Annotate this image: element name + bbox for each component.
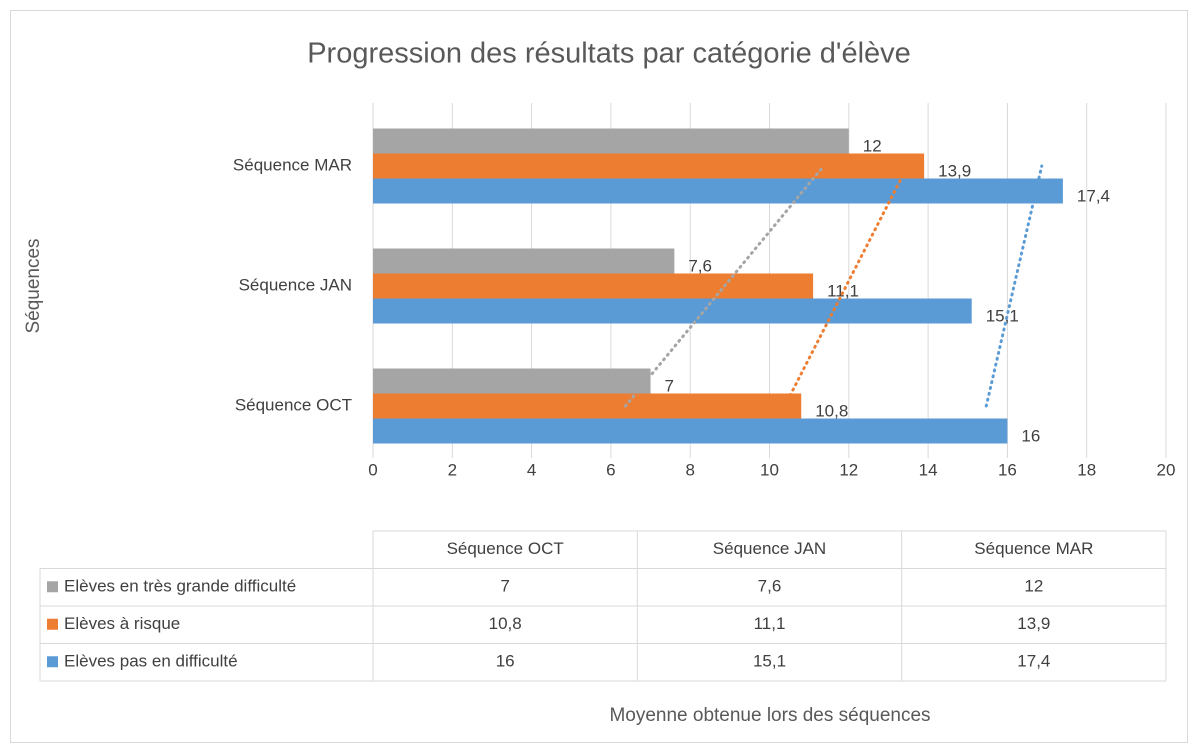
x-tick-label: 4 — [527, 460, 536, 479]
x-tick-label: 12 — [839, 460, 858, 479]
bar — [373, 128, 849, 154]
trendline — [984, 164, 1044, 408]
table-header: Séquence MAR — [974, 539, 1093, 558]
x-axis-label: Moyenne obtenue lors des séquences — [609, 705, 930, 726]
legend-label: Elèves à risque — [64, 614, 180, 633]
data-label: 13,9 — [938, 161, 971, 180]
bar — [373, 418, 1008, 444]
trendline — [623, 164, 826, 408]
legend-label: Elèves en très grande difficulté — [64, 577, 296, 596]
data-label: 12 — [863, 136, 882, 155]
table-cell: 10,8 — [489, 614, 522, 633]
bar — [373, 178, 1063, 204]
bar — [373, 273, 814, 299]
x-tick-label: 8 — [685, 460, 694, 479]
data-label: 17,4 — [1077, 186, 1110, 205]
y-tick-label: Séquence MAR — [233, 155, 352, 174]
bar — [373, 368, 651, 394]
bar — [373, 153, 925, 179]
x-tick-label: 16 — [998, 460, 1017, 479]
y-axis-label: Séquences — [23, 238, 44, 333]
x-tick-label: 10 — [760, 460, 779, 479]
table-cell: 11,1 — [754, 614, 786, 633]
bar — [373, 298, 972, 324]
data-label: 11,1 — [827, 281, 859, 300]
x-tick-label: 0 — [368, 460, 377, 479]
x-tick-label: 6 — [606, 460, 615, 479]
table-cell: 13,9 — [1017, 614, 1050, 633]
table-cell: 17,4 — [1017, 652, 1050, 671]
table-cell: 15,1 — [753, 652, 786, 671]
legend-key — [47, 618, 58, 630]
table-cell: 12 — [1024, 577, 1043, 596]
table-header: Séquence OCT — [447, 539, 564, 558]
data-label: 16 — [1021, 426, 1040, 445]
y-tick-label: Séquence JAN — [239, 275, 352, 294]
x-tick-label: 18 — [1077, 460, 1096, 479]
x-tick-label: 14 — [919, 460, 938, 479]
legend-key — [47, 656, 58, 668]
table-cell: 7,6 — [758, 577, 782, 596]
data-label: 7,6 — [688, 256, 712, 275]
x-tick-label: 20 — [1157, 460, 1176, 479]
table-header: Séquence JAN — [713, 539, 826, 558]
data-label: 15,1 — [986, 306, 1019, 325]
y-tick-label: Séquence OCT — [235, 395, 352, 414]
table-cell: 16 — [496, 652, 515, 671]
data-label: 10,8 — [815, 401, 848, 420]
bar — [373, 393, 802, 419]
legend-key — [47, 581, 58, 593]
data-label: 7 — [665, 376, 674, 395]
legend-label: Elèves pas en difficulté — [64, 652, 238, 671]
bar — [373, 248, 675, 274]
x-tick-label: 2 — [448, 460, 457, 479]
chart-title: Progression des résultats par catégorie … — [307, 38, 911, 70]
table-cell: 7 — [500, 577, 509, 596]
